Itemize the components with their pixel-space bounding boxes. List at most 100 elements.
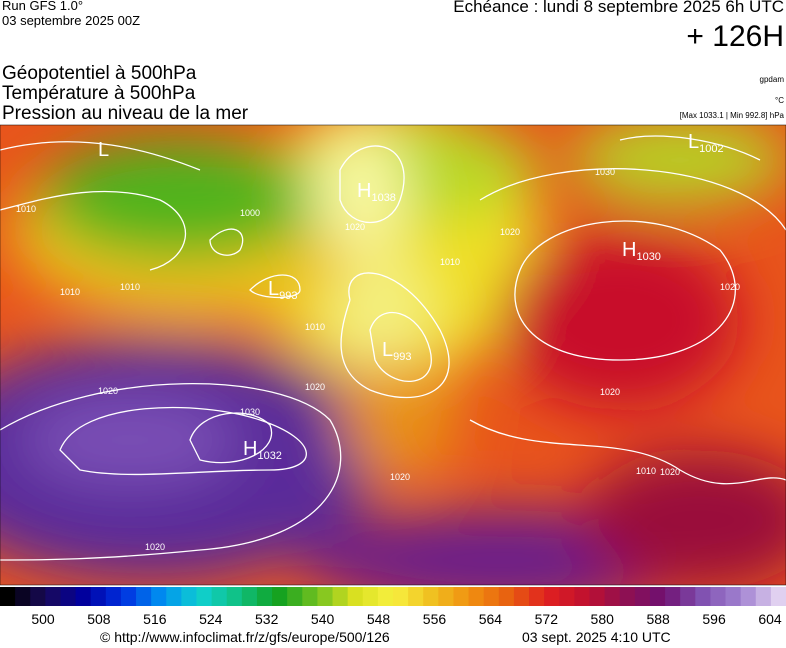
isobar-label: 1010 [440,257,460,267]
colorbar-swatch [0,587,16,606]
colorbar-swatch [544,587,560,606]
colorbar-tick-label: 548 [367,611,391,627]
run-date: 03 septembre 2025 00Z [2,13,141,28]
colorbar-swatch [468,587,485,606]
unit: [Max 1033.1 | Min 992.8] hPa [679,111,784,120]
colorbar-swatch [256,587,273,606]
pressure-center: L993 [268,278,297,302]
isobar-label: 1030 [595,167,615,177]
colorbar-swatch [680,587,696,606]
run: Run GFS 1.0° [2,0,84,13]
colorbar-swatch [151,587,167,606]
colorbar-swatch [649,587,666,606]
colorbar-swatch [634,587,651,606]
footer-source: © http://www.infoclimat.fr/z/gfs/europe/… [100,629,390,645]
isobar-label: 1020 [145,542,165,552]
colorbar-swatch [695,587,711,606]
colorbar-swatch [105,587,122,606]
colorbar-swatch [453,587,470,606]
colorbar-tick-label: 564 [479,611,503,627]
colorbar-swatch [377,587,394,606]
colorbar-swatch [589,587,606,606]
temperature-field [0,125,786,585]
colorbar-swatch [604,587,621,606]
colorbar-swatch [15,587,31,606]
colorbar-swatch [287,587,303,606]
isobars [0,135,786,561]
colorbar-swatch [665,587,681,606]
colorbar-tick-label: 580 [591,611,615,627]
colorbar-swatch [136,587,152,606]
pressure-center: L993 [382,339,411,363]
colorbar-swatch [498,587,515,606]
colorbar-tick-label: 604 [758,611,782,627]
field: Pression au niveau de la mer [2,103,249,124]
lead-time: + 126H [686,20,784,53]
colorbar-swatch [770,587,786,606]
colorbar-swatch [196,587,213,606]
isobar-label: 1020 [390,472,410,482]
isobar-label: 1010 [636,466,656,476]
colorbar-swatch [60,587,77,606]
isobar-label: 1020 [345,222,365,232]
colorbar-swatch [241,587,258,606]
colorbar-swatch [438,587,454,606]
field: Température à 500hPa [2,83,196,104]
isobar-label: 1030 [240,407,260,417]
colorbar-swatch [513,587,530,606]
colorbar-swatch [393,587,409,606]
field: Géopotentiel à 500hPa [2,63,197,84]
colorbar-swatch [30,587,46,606]
colorbar-swatch [302,587,318,606]
colorbar-swatch [75,587,92,606]
colorbar-swatch [725,587,742,606]
colorbar-swatch [90,587,107,606]
colorbar-tick-label: 556 [423,611,447,627]
isobar-label: 1010 [305,322,325,332]
colorbar-tick-label: 572 [535,611,559,627]
colorbar-tick-label: 532 [255,611,279,627]
colorbar-swatch [332,587,349,606]
colorbar-swatch [211,587,228,606]
colorbar-swatch [181,587,197,606]
isobar-label: 1000 [240,208,260,218]
colorbar-swatch [226,587,243,606]
colorbar-swatch [166,587,182,606]
isobar-label: 1020 [98,386,118,396]
colorbar-swatch [559,587,575,606]
pressure-center: H1038 [357,180,396,204]
colorbar-swatch [483,587,500,606]
colorbar-swatch [272,587,288,606]
colorbar-swatch [45,587,61,606]
pressure-center: H1030 [622,239,661,263]
unit: gpdam [759,75,784,84]
colorbar-tick-label: 524 [199,611,223,627]
colorbar-tick-label: 500 [31,611,55,627]
colorbar-swatch [362,587,379,606]
colorbar-swatch [619,587,636,606]
colorbar-swatch [408,587,424,606]
footer-date: 03 sept. 2025 4:10 UTC [522,629,671,645]
colorbar-tick-label: 540 [311,611,335,627]
pressure-center: H1032 [243,438,282,462]
colorbar-tick-label: 516 [143,611,167,627]
valid-time: Echéance : lundi 8 septembre 2025 6h UTC [453,0,784,16]
pressure-center: L [98,139,109,161]
unit: °C [775,96,784,105]
colorbar-swatch [710,587,727,606]
isobar-label: 1010 [16,204,36,214]
colorbar-swatch [120,587,137,606]
colorbar-swatch [574,587,590,606]
isobar-label: 1010 [60,287,80,297]
colorbar-swatch [755,587,772,606]
colorbar-swatch [347,587,364,606]
colorbar-swatch [740,587,757,606]
isobar-label: 1020 [500,227,520,237]
isobar-label: 1020 [660,467,680,477]
colorbar-swatch [317,587,334,606]
colorbar-tick-label: 596 [702,611,726,627]
colorbar-swatch [529,587,545,606]
isobar-label: 1020 [720,282,740,292]
